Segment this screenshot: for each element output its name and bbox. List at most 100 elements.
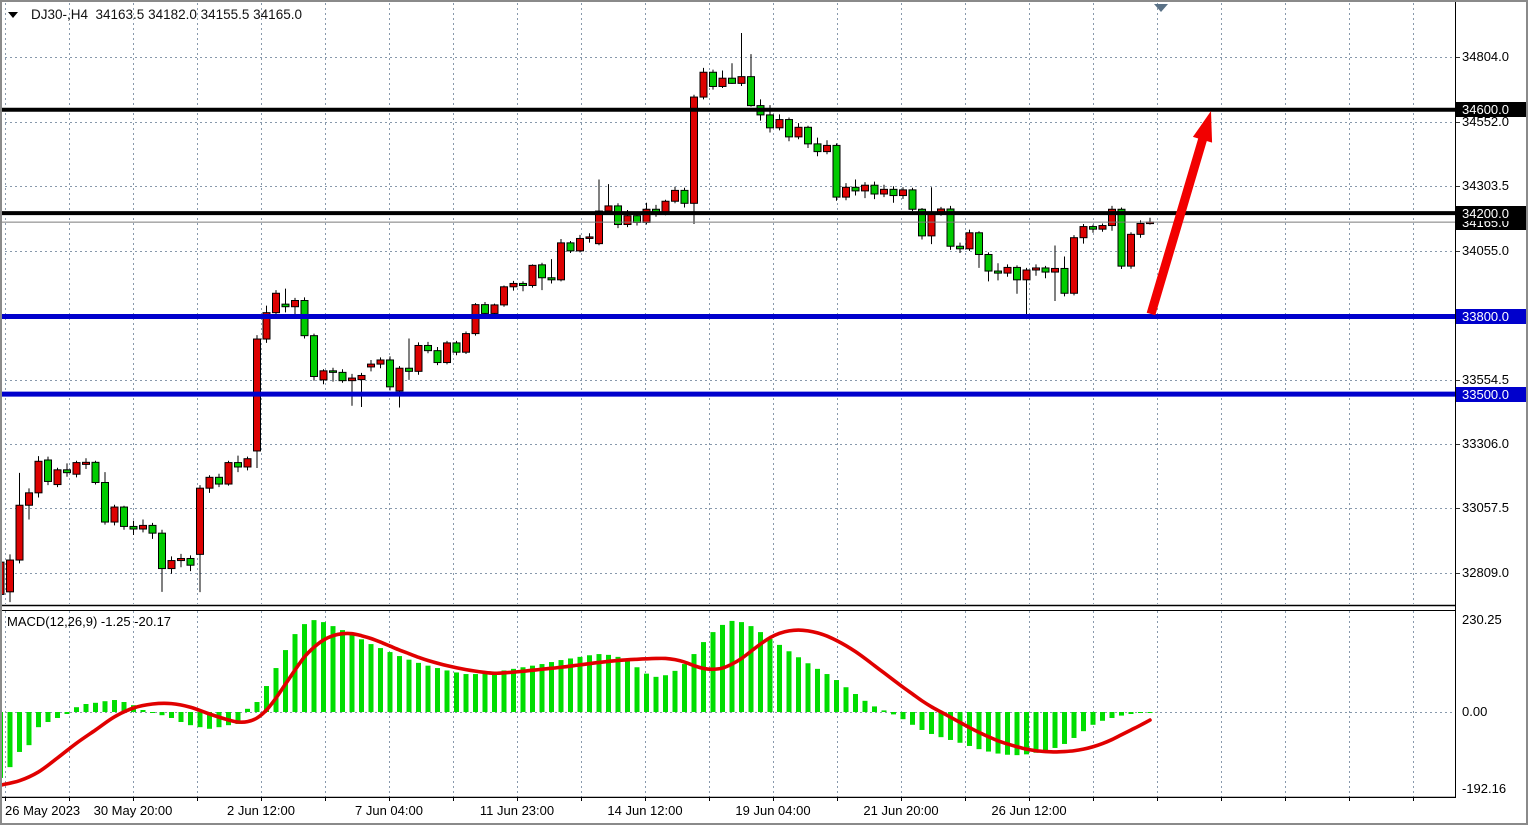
bull-candle bbox=[690, 96, 698, 204]
price-level-badge-34200.0: 34200.0 bbox=[1456, 205, 1528, 221]
time-axis-tick bbox=[581, 798, 582, 801]
macd-histogram-bar bbox=[834, 680, 839, 712]
macd-histogram-bar bbox=[701, 642, 706, 712]
macd-histogram-bar bbox=[995, 712, 1001, 754]
macd-histogram-bar bbox=[273, 668, 279, 712]
bull-candle bbox=[224, 462, 233, 485]
macd-histogram-bar bbox=[159, 712, 165, 716]
bull-candle bbox=[139, 524, 147, 530]
macd-histogram-bar bbox=[853, 694, 858, 712]
bear-candle bbox=[186, 557, 195, 566]
macd-histogram-bar bbox=[1062, 712, 1067, 744]
time-gridlines-macd bbox=[5, 611, 1414, 798]
bear-candle bbox=[728, 77, 736, 84]
bull-candle bbox=[196, 487, 204, 555]
macd-histogram-bar bbox=[397, 656, 402, 712]
macd-histogram-bar bbox=[7, 712, 13, 768]
bear-candle bbox=[851, 186, 860, 192]
macd-histogram-bar bbox=[169, 712, 174, 718]
macd-axis-label: 0.00 bbox=[1462, 704, 1488, 719]
bull-candle bbox=[6, 559, 14, 593]
bull-candle bbox=[1022, 269, 1031, 281]
price-axis-label: 32809.0 bbox=[1462, 564, 1509, 580]
bear-candle bbox=[148, 524, 157, 534]
bull-candle bbox=[509, 282, 518, 288]
macd-histogram-bar bbox=[501, 670, 507, 712]
price-axis-tick bbox=[1456, 379, 1460, 381]
price-axis[interactable]: 34804.0 34552.0 34303.5 34055.0 33554.5 33306… bbox=[1456, 0, 1528, 798]
bear-candle bbox=[908, 189, 917, 210]
macd-histogram-bar bbox=[530, 665, 535, 712]
bull-candle bbox=[490, 304, 499, 314]
macd-histogram-bar bbox=[1014, 712, 1020, 756]
bull-candle bbox=[557, 242, 565, 281]
macd-histogram-bar bbox=[710, 632, 716, 712]
time-axis-tick bbox=[261, 798, 262, 801]
time-axis-tick bbox=[1093, 798, 1094, 801]
bull-candle bbox=[462, 333, 470, 353]
macd-indicator-label: MACD(12,26,9) -1.25 -20.17 bbox=[7, 614, 172, 629]
bear-candle bbox=[44, 459, 52, 482]
bear-candle bbox=[870, 184, 879, 195]
bull-candle bbox=[72, 462, 81, 475]
bull-candle bbox=[0, 561, 5, 595]
time-axis-tick bbox=[453, 798, 454, 801]
time-axis-label: 26 May 2023 bbox=[5, 803, 81, 818]
bull-candle bbox=[319, 370, 328, 381]
macd-histogram-bar bbox=[444, 670, 450, 712]
macd-histogram-bar bbox=[1138, 712, 1143, 713]
bull-candle bbox=[243, 458, 252, 468]
bull-candle bbox=[585, 236, 594, 239]
macd-histogram-bar bbox=[957, 712, 963, 743]
macd-histogram-bar bbox=[83, 704, 89, 712]
chart-shift-marker-icon[interactable] bbox=[1154, 4, 1168, 12]
macd-histogram-bar bbox=[653, 676, 659, 712]
macd-histogram-bar bbox=[672, 670, 678, 712]
bear-candle bbox=[766, 114, 774, 129]
macd-histogram-bar bbox=[786, 651, 792, 712]
macd-histogram-bar bbox=[891, 712, 896, 715]
bull-candle bbox=[927, 212, 936, 237]
bull-candle bbox=[500, 286, 508, 306]
bull-candle bbox=[604, 205, 613, 212]
macd-histogram-bar bbox=[986, 712, 991, 752]
bull-candle bbox=[737, 76, 746, 84]
macd-histogram-bar bbox=[587, 655, 592, 712]
macd-histogram-bar bbox=[625, 660, 630, 712]
macd-indicator-canvas[interactable] bbox=[0, 610, 1456, 800]
macd-histogram-bar bbox=[596, 654, 602, 712]
macd-histogram-bar bbox=[758, 632, 763, 712]
bear-candle bbox=[1117, 208, 1126, 267]
macd-histogram-bar bbox=[416, 662, 421, 712]
time-gridlines bbox=[5, 3, 1414, 604]
bull-candle bbox=[376, 359, 385, 365]
bear-candle bbox=[120, 506, 128, 527]
price-axis-label: 34055.0 bbox=[1462, 242, 1509, 258]
macd-histogram-bar bbox=[606, 654, 611, 712]
bull-candle bbox=[414, 344, 423, 372]
time-axis[interactable]: 26 May 2023 30 May 20:00 2 Jun 12:00 7 Jun … bbox=[0, 798, 1456, 825]
macd-histogram-bar bbox=[454, 672, 459, 712]
bull-candle bbox=[15, 504, 24, 561]
macd-histogram-bar bbox=[207, 712, 212, 729]
macd-histogram-bar bbox=[26, 712, 32, 746]
bull-candle bbox=[110, 506, 119, 523]
macd-histogram-bar bbox=[1024, 712, 1029, 755]
bull-candle bbox=[699, 71, 708, 98]
bear-candle bbox=[101, 481, 109, 523]
bear-candle bbox=[566, 242, 575, 252]
bull-candle bbox=[1136, 222, 1145, 235]
macd-histogram-bar bbox=[36, 712, 41, 728]
bear-candle bbox=[614, 205, 622, 226]
bull-candle bbox=[167, 560, 176, 570]
symbol-ohlc-title: DJ30-,H4 34163.5 34182.0 34155.5 34165.0 bbox=[31, 7, 302, 22]
macd-histogram-bar bbox=[948, 712, 953, 740]
macd-signal-line bbox=[0, 628, 1152, 787]
macd-histogram-bar bbox=[511, 668, 516, 712]
symbol-dropdown-arrow-icon[interactable] bbox=[8, 12, 18, 18]
main-chart-canvas[interactable] bbox=[0, 0, 1456, 610]
bull-candle bbox=[1032, 267, 1040, 271]
time-axis-label: 14 Jun 12:00 bbox=[607, 803, 683, 818]
bear-candle bbox=[832, 144, 841, 198]
bullish-trend-arrow[interactable] bbox=[1146, 111, 1213, 316]
